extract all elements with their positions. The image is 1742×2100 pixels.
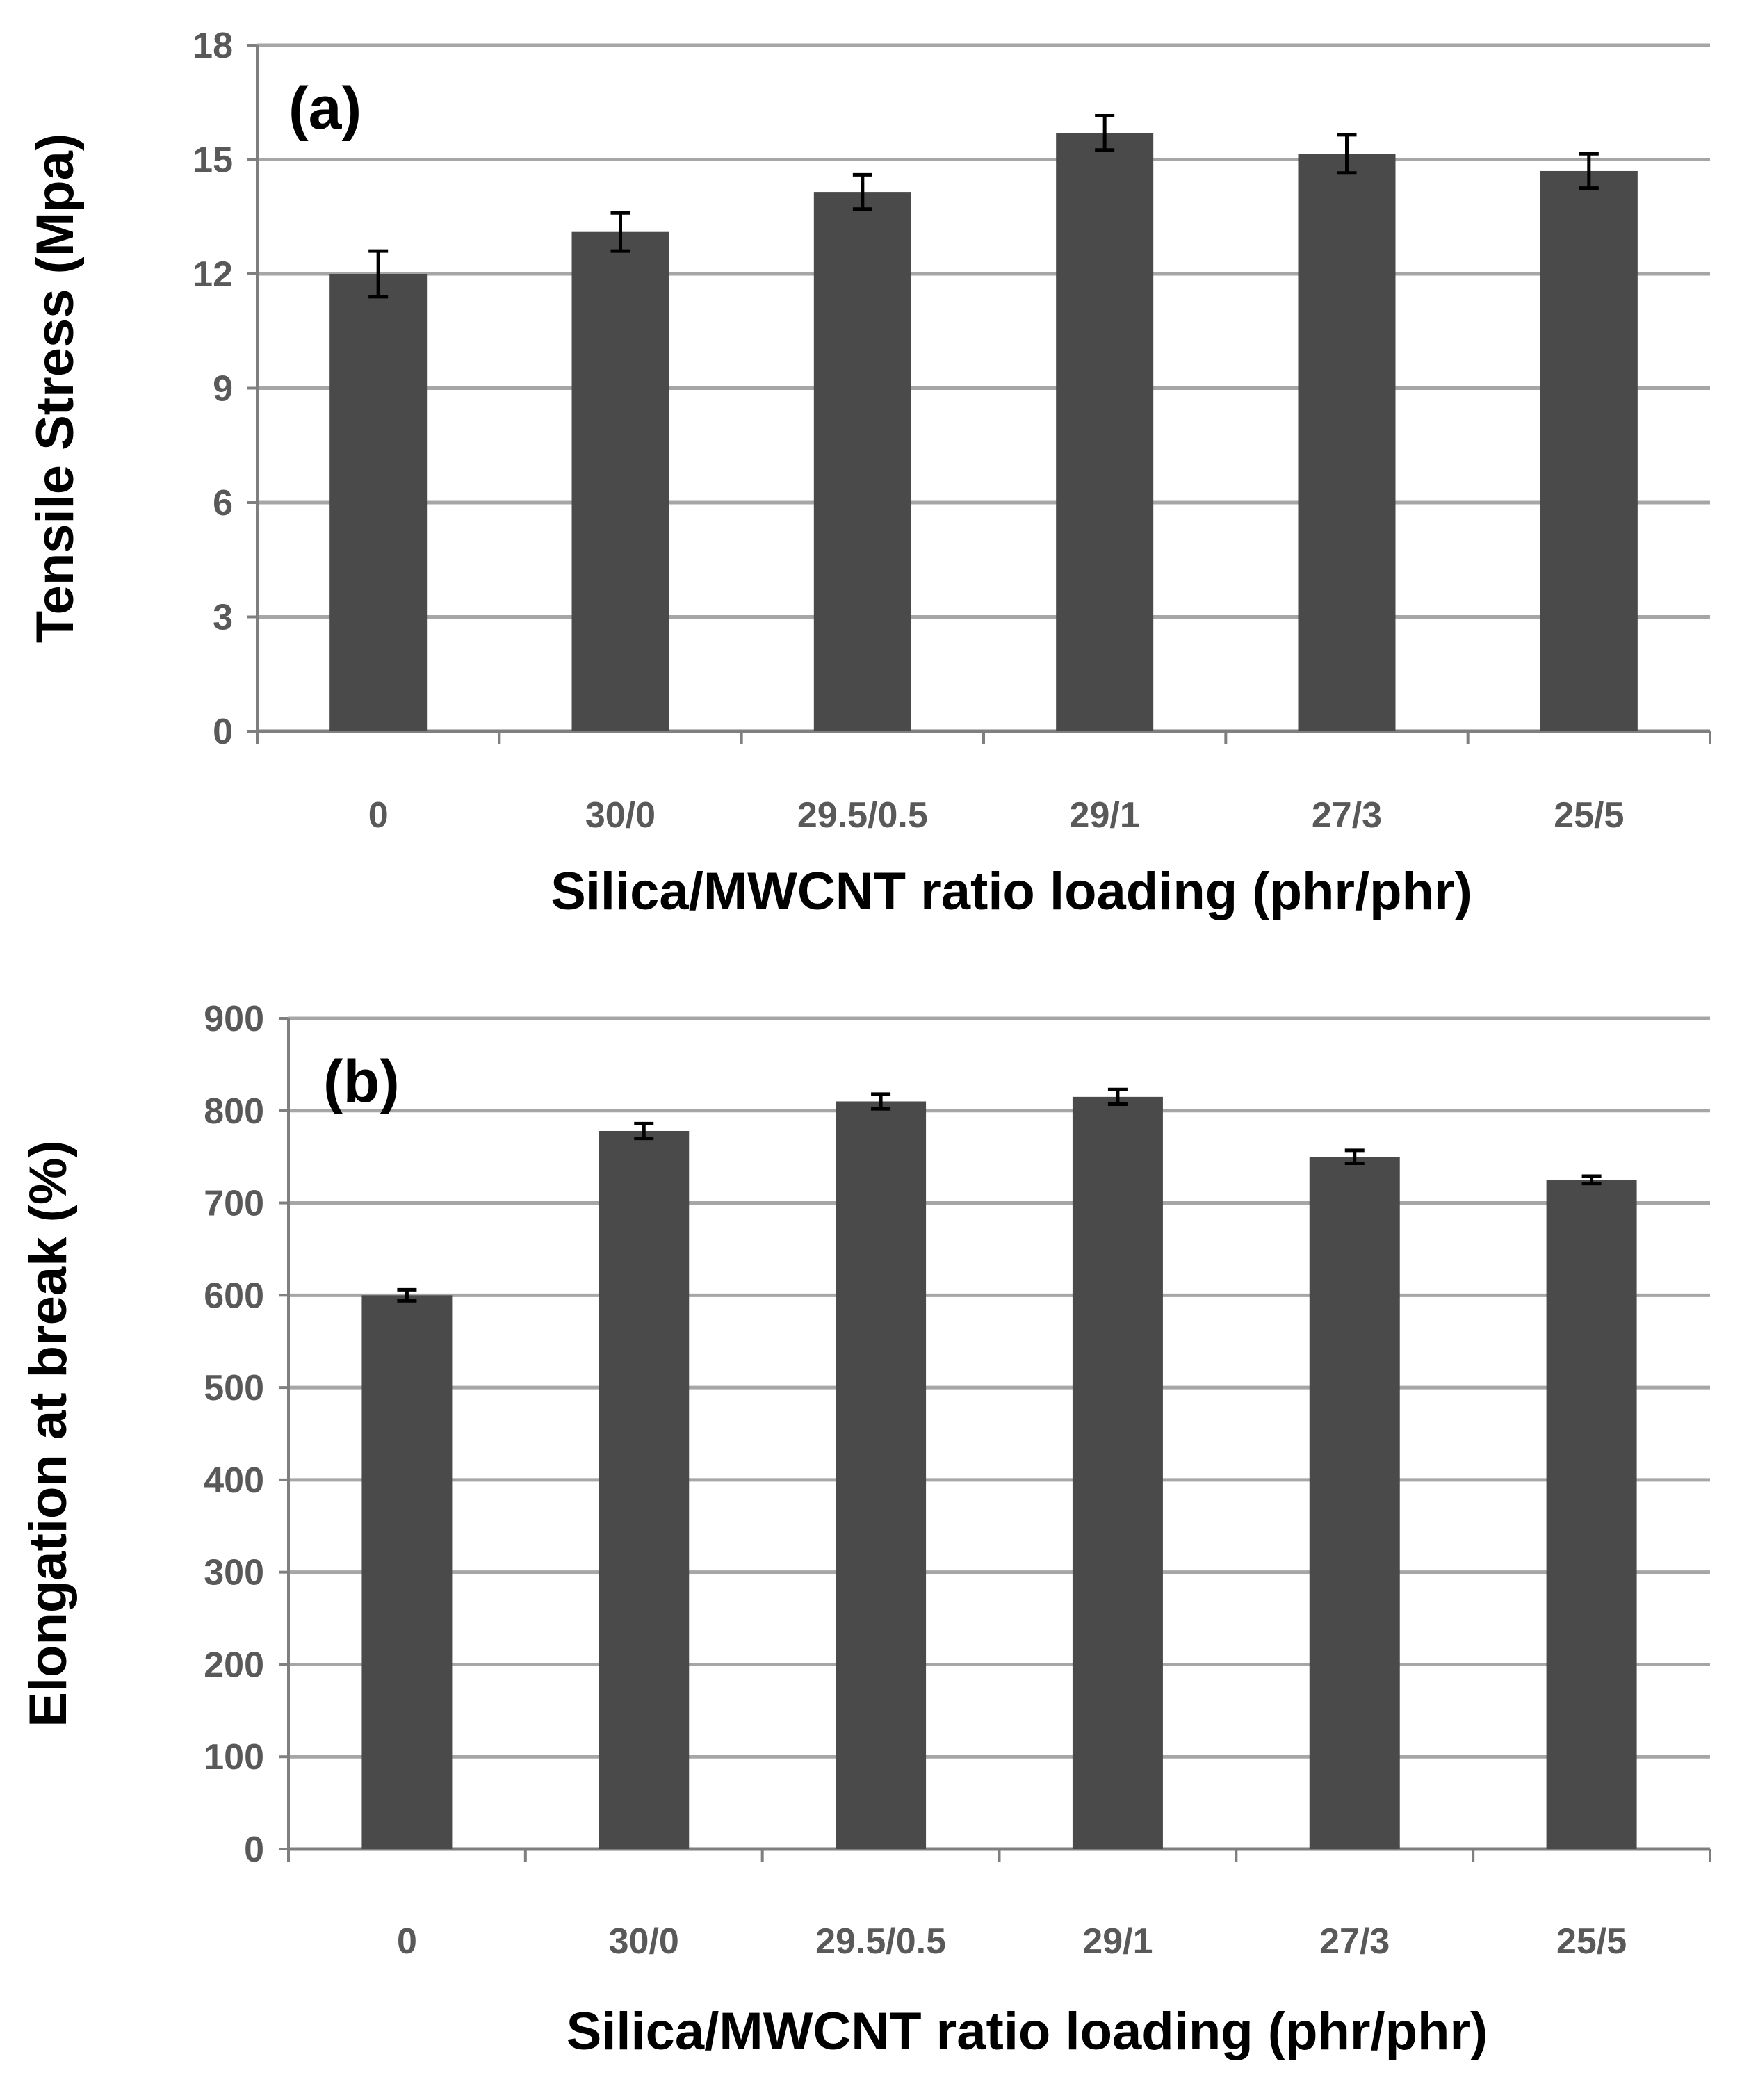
y-tick-label: 500: [204, 1368, 264, 1408]
bar-29.5/0.5: [813, 192, 911, 731]
bar-27/3: [1298, 154, 1396, 731]
y-tick-label: 0: [213, 712, 233, 752]
y-tick-label: 0: [244, 1830, 264, 1870]
y-tick-label: 400: [204, 1460, 264, 1501]
bar-29/1: [1072, 1096, 1163, 1849]
x-category-label: 30/0: [585, 795, 656, 836]
y-axis-title: Tensile Stress (Mpa): [26, 133, 85, 643]
y-tick-label: 900: [204, 999, 264, 1039]
bar-29/1: [1056, 133, 1154, 731]
x-axis-title: Silica/MWCNT ratio loading (phr/phr): [567, 2002, 1488, 2061]
y-tick-label: 18: [193, 26, 233, 66]
x-category-label: 29.5/0.5: [797, 795, 928, 836]
y-tick-label: 3: [213, 598, 233, 638]
bar-25/5: [1540, 170, 1638, 731]
y-tick-label: 800: [204, 1091, 264, 1132]
bar-30/0: [571, 231, 669, 731]
panel-label: (b): [323, 1048, 400, 1115]
y-tick-label: 200: [204, 1645, 264, 1685]
x-category-label: 30/0: [609, 1921, 679, 1962]
y-tick-label: 600: [204, 1276, 264, 1316]
y-tick-label: 9: [213, 369, 233, 409]
x-category-label: 25/5: [1554, 795, 1624, 836]
bar-25/5: [1546, 1180, 1637, 1849]
chart-panel-a: 0 3 6 9 12 15 18 0 30/0 29.5/0.5 29/1 27/3 25/5 Silic…: [26, 26, 1711, 921]
x-category-label: 29.5/0.5: [815, 1921, 946, 1962]
y-tick-label: 700: [204, 1184, 264, 1224]
y-axis-title: Elongation at break (%): [19, 1140, 78, 1727]
bar-0: [361, 1295, 453, 1849]
x-category-label: 29/1: [1070, 795, 1140, 836]
bar-30/0: [599, 1130, 690, 1849]
bar-29.5/0.5: [836, 1101, 927, 1849]
x-category-label: 27/3: [1312, 795, 1382, 836]
x-category-label: 0: [368, 795, 389, 836]
panel-label: (a): [288, 75, 361, 142]
y-tick-label: 15: [193, 140, 233, 181]
y-tick-label: 12: [193, 254, 233, 295]
x-category-label: 25/5: [1556, 1921, 1627, 1962]
bar-0: [329, 274, 428, 731]
x-category-label: 0: [397, 1921, 417, 1962]
x-axis-title: Silica/MWCNT ratio loading (phr/phr): [551, 862, 1472, 921]
y-tick-label: 300: [204, 1553, 264, 1593]
bar-27/3: [1309, 1157, 1400, 1849]
chart-panel-b: 0 100 200 300 400 500 600 700 800 900 0 30/0 29.5/0.…: [19, 999, 1711, 2061]
x-category-label: 29/1: [1082, 1921, 1153, 1962]
x-category-label: 27/3: [1319, 1921, 1390, 1962]
y-tick-label: 100: [204, 1737, 264, 1777]
y-tick-label: 6: [213, 483, 233, 523]
